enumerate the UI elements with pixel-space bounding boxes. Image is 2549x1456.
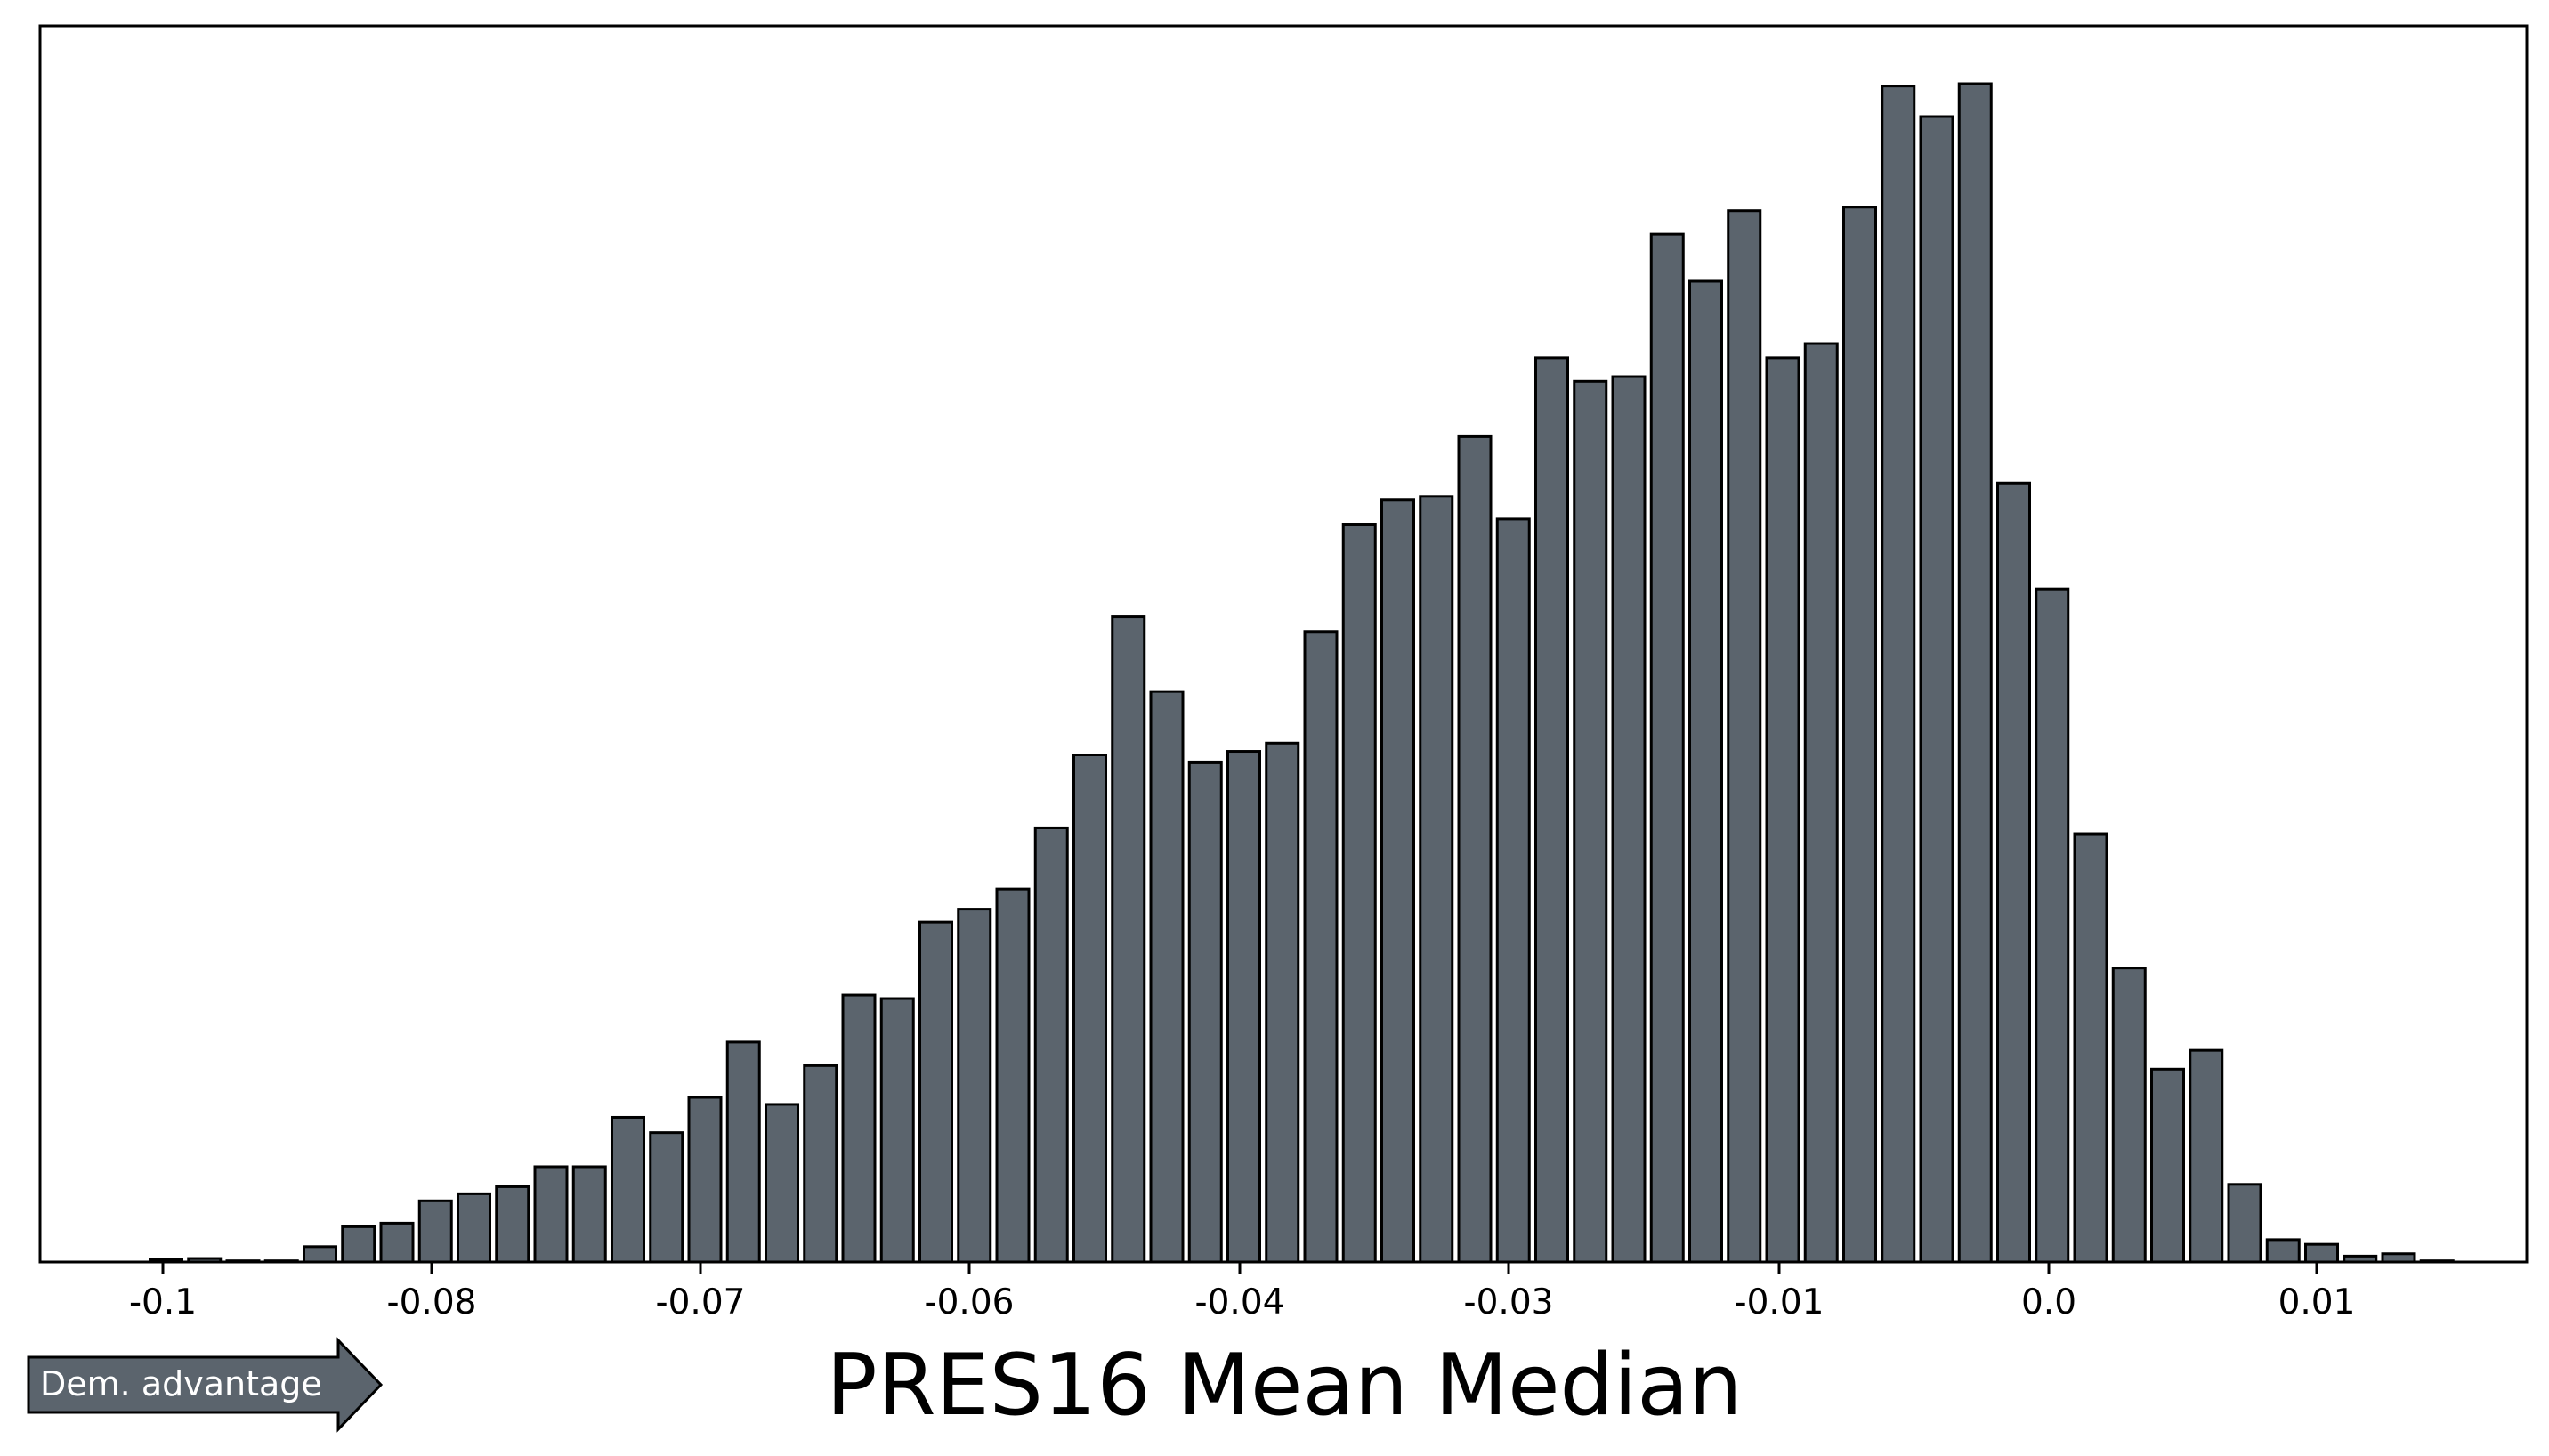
histogram-bar [2304,1242,2339,1264]
histogram-bar [533,1165,569,1264]
histogram-bar [571,1165,607,1264]
histogram-bar [841,993,877,1264]
histogram-bar [1996,481,2031,1264]
plot-frame [38,24,2529,1264]
histogram-bar [687,1096,723,1264]
histogram-bar [1803,342,1839,1264]
x-tick-label: -0.03 [1464,1282,1554,1323]
histogram-bar [341,1225,376,1264]
x-tick-label: -0.06 [925,1282,1015,1323]
histogram-bar [1688,279,1723,1264]
histogram-bar [2035,587,2070,1264]
histogram-bar [1111,615,1146,1264]
x-tick-label: -0.07 [656,1282,746,1323]
histogram-bar [725,1040,761,1264]
histogram-bar [1457,434,1493,1264]
histogram-bar [303,1245,337,1264]
histogram-bar [2111,967,2147,1264]
histogram-bar [1573,379,1608,1264]
x-tick-label: -0.08 [387,1282,477,1323]
histogram-bar [1303,630,1339,1264]
histogram-bar [1919,115,1954,1264]
histogram-bar [1149,690,1185,1264]
x-tick-label: 0.0 [2021,1282,2076,1323]
histogram-bar [1033,826,1069,1264]
dem-advantage-label: Dem. advantage [40,1364,322,1403]
histogram-bar [2265,1238,2301,1264]
histogram-bar [417,1199,453,1264]
histogram-bar [918,920,953,1264]
histogram-bar [765,1103,799,1264]
histogram-bar [1649,232,1685,1264]
arrow-right-icon [27,1337,384,1433]
histogram-bar [803,1064,838,1264]
histogram-bar [2150,1067,2185,1264]
histogram-bar [957,908,992,1264]
x-tick-label: -0.1 [129,1282,197,1323]
x-tick-label: -0.01 [1735,1282,1825,1323]
histogram-bar [1957,82,1993,1264]
x-axis-title: PRES16 Mean Median [826,1337,1742,1435]
histogram-bar [995,887,1031,1264]
histogram-bar [1495,517,1531,1264]
histogram-bar [1881,85,1916,1264]
x-axis-ticks: -0.1 -0.08 -0.07 -0.06 -0.04 -0.03 -0.01 0.0 0.0… [129,1262,2355,1323]
histogram-bar [457,1192,491,1264]
dem-advantage-arrow: Dem. advantage [27,1337,384,1433]
histogram-bar [1226,750,1261,1264]
histogram-bar [2227,1183,2262,1264]
histogram-bars [149,82,2455,1264]
histogram-bar [1765,356,1800,1264]
histogram-bar [379,1221,415,1264]
histogram-bar [879,997,915,1264]
histogram-bar [1534,356,1569,1264]
histogram-bar [1187,760,1223,1264]
x-tick-label: -0.04 [1195,1282,1285,1323]
histogram-bar [1419,495,1454,1264]
histogram-bar [1380,498,1415,1264]
histogram-bar [1265,741,1300,1264]
histogram-bar [495,1185,530,1264]
histogram-bar [1341,523,1377,1264]
x-tick-label: 0.01 [2278,1282,2356,1323]
histogram-bar [1611,375,1647,1264]
histogram-bar [2073,832,2108,1264]
histogram-bar [1842,206,1877,1264]
histogram-bar [1727,209,1762,1264]
histogram-bar [1072,754,1107,1264]
histogram-bar [649,1131,684,1264]
histogram-bar [611,1115,645,1264]
histogram-bar [2189,1048,2224,1264]
